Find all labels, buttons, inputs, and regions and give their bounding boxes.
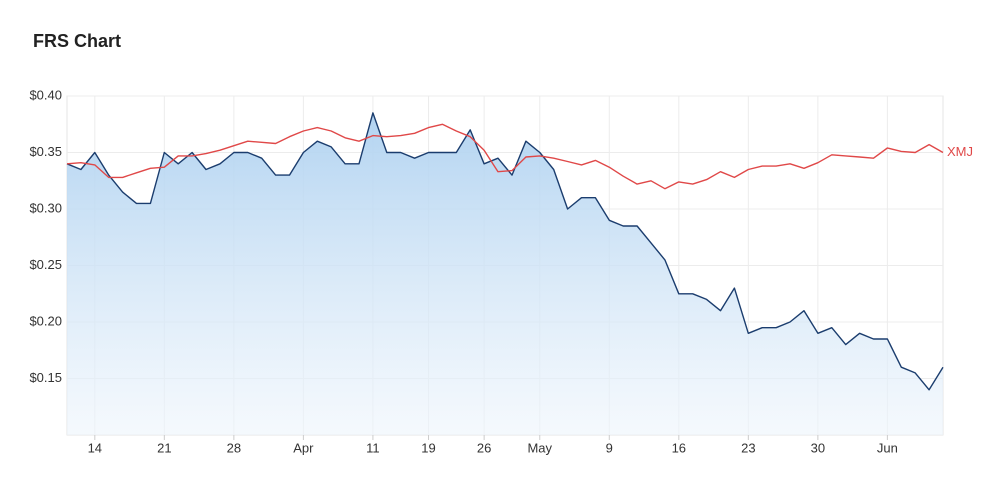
x-tick-label: 26 [477,440,491,455]
price-line [66,123,944,190]
x-tick-label: 9 [606,440,613,455]
x-tick-label: Apr [293,440,314,455]
x-tick-label: 14 [88,440,102,455]
y-tick-label: $0.25 [29,257,62,272]
y-tick-label: $0.30 [29,200,62,215]
chart-title: FRS Chart [33,31,121,51]
x-tick-label: 16 [672,440,686,455]
series-label: XMJ [947,144,973,159]
area-fill [67,112,943,436]
y-tick-label: $0.15 [29,370,62,385]
x-tick-label: 30 [811,440,825,455]
x-tick-label: 21 [157,440,171,455]
y-tick-label: $0.40 [29,87,62,102]
y-tick-label: $0.20 [29,313,62,328]
x-tick-label: 11 [366,440,380,455]
price-line [66,112,944,391]
x-tick-label: 19 [421,440,435,455]
x-tick-label: Jun [877,440,898,455]
x-tick-label: 23 [741,440,755,455]
y-tick-label: $0.35 [29,144,62,159]
x-tick-label: May [527,440,552,455]
x-tick-label: 28 [227,440,241,455]
